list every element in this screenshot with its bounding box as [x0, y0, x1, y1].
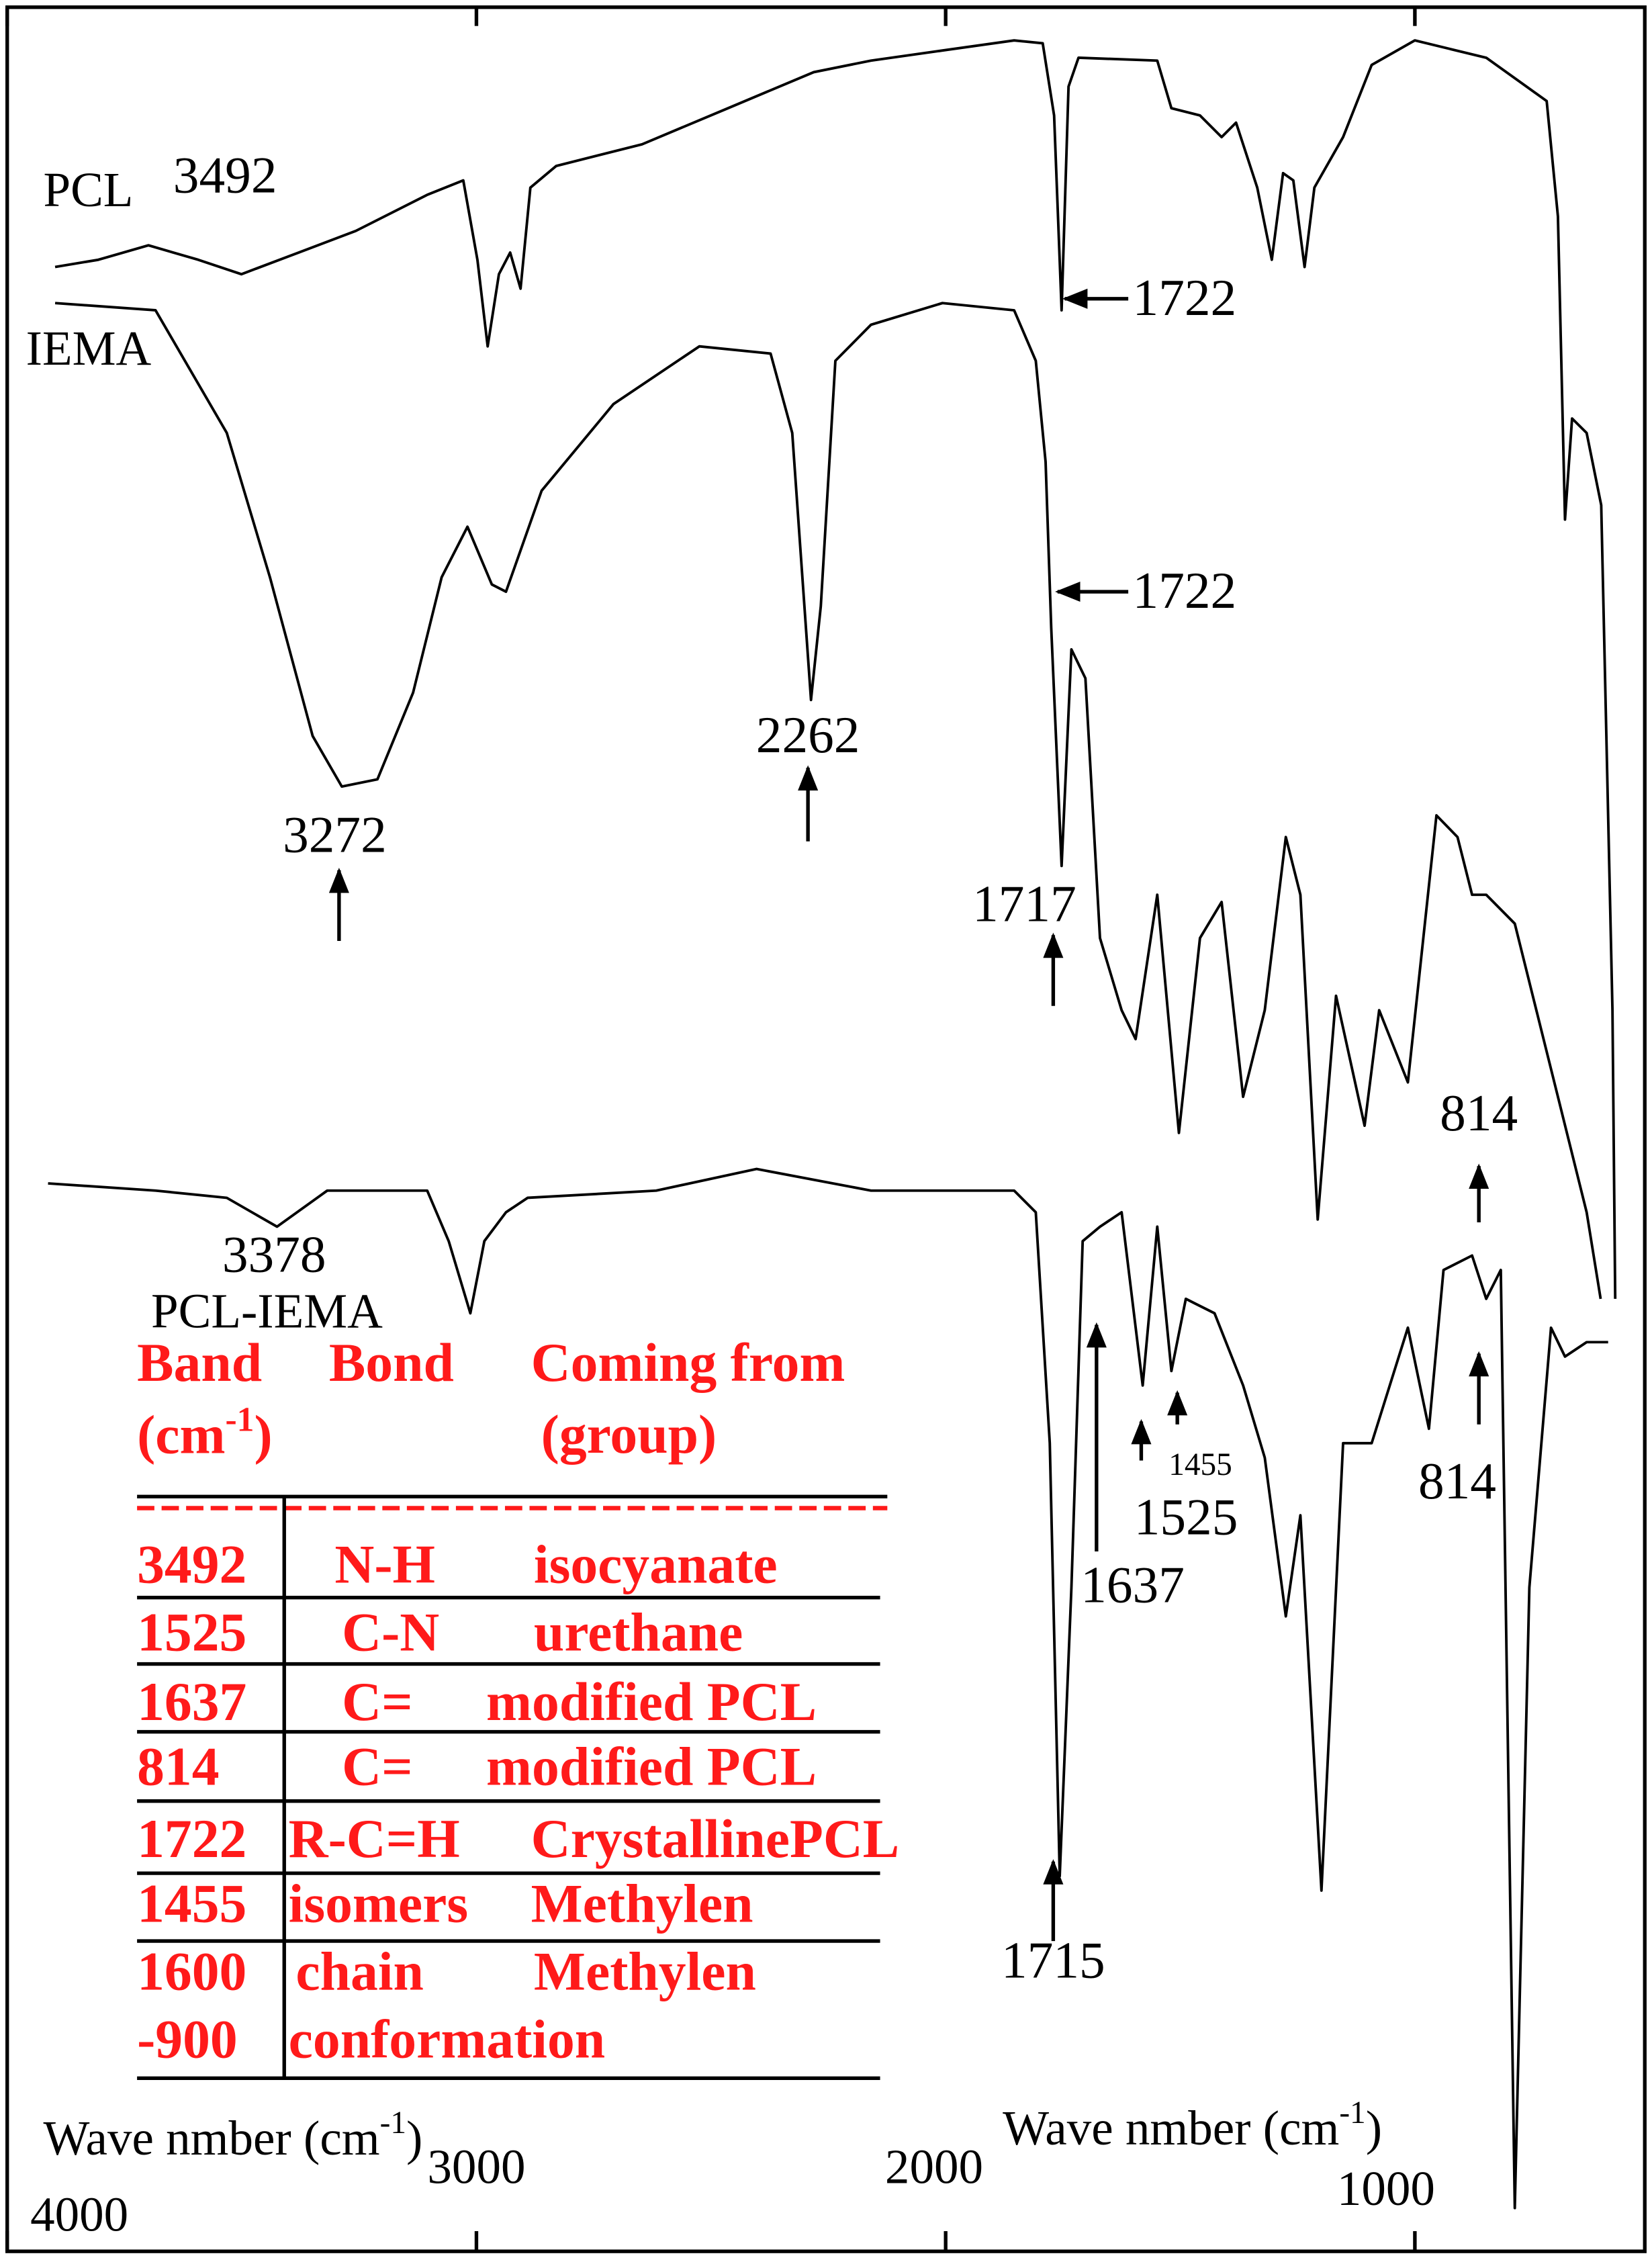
series-label: PCL-IEMA: [151, 1283, 383, 1338]
table-cell: modified PCL: [486, 1735, 817, 1797]
table-cell: conformation: [289, 2009, 606, 2070]
table-cell: C=: [342, 1735, 412, 1797]
x-tick-label: 4000: [30, 2187, 128, 2242]
spectrum-line: [48, 1167, 1608, 2210]
x-tick-label: 1000: [1337, 2161, 1435, 2216]
table-cell: -900: [137, 2009, 238, 2070]
table-header: Band (cm-1) Bond Coming from (group): [137, 1332, 845, 1465]
annotation: 814: [1440, 1084, 1518, 1142]
header-band: Band: [137, 1332, 262, 1393]
x-tick-label: 3000: [427, 2140, 525, 2194]
table-cell: 1722: [137, 1808, 246, 1869]
x-tick-label: 2000: [885, 2140, 983, 2194]
annotation: 1717: [972, 874, 1076, 932]
label-text: Wave nmber (cm: [43, 2111, 379, 2165]
x-axis-label: Wave nmber (cm-1): [1003, 2095, 1382, 2155]
label-text: Wave nmber (cm: [1003, 2101, 1339, 2155]
series-label: IEMA: [26, 321, 152, 375]
x-axis-label: Wave nmber (cm-1): [43, 2106, 422, 2165]
table-cell: 1455: [137, 1873, 246, 1934]
spectrum-line: [54, 302, 1602, 1300]
table-cell: 814: [137, 1735, 219, 1797]
label-sup: -1: [380, 2106, 406, 2140]
label-close: ): [406, 2111, 422, 2165]
table-cell: CrystallinePCL: [531, 1808, 900, 1869]
table-cell: isomers: [289, 1873, 468, 1934]
table-cell: 3492: [137, 1534, 246, 1595]
table-cell: chain: [295, 1941, 424, 2002]
table-cell: Methylen: [531, 1873, 753, 1934]
table-cell: R-C=H: [289, 1808, 460, 1869]
annotation: 1525: [1134, 1488, 1238, 1546]
annotation: 2262: [756, 706, 860, 764]
header-source: Coming from: [531, 1332, 845, 1393]
table-cell: 1637: [137, 1671, 246, 1732]
table-cell: Methylen: [534, 1941, 756, 2002]
header-source-group: (group): [541, 1404, 717, 1465]
annotation: 3272: [283, 805, 387, 863]
table-cell: C-N: [342, 1602, 439, 1663]
annotation: 1722: [1133, 269, 1237, 326]
unit-sup: -1: [226, 1401, 255, 1439]
header-bond: Bond: [329, 1332, 454, 1393]
label-sup: -1: [1339, 2095, 1365, 2130]
table-cell: isocyanate: [534, 1534, 778, 1595]
annotation: 1722: [1133, 561, 1237, 619]
annotation: 814: [1418, 1452, 1496, 1510]
series-label: PCL: [43, 163, 133, 217]
table-cell: 1600: [137, 1941, 246, 2002]
spectrum-line: [54, 39, 1617, 1299]
header-band-unit: (cm-1): [137, 1401, 273, 1465]
label-close: ): [1366, 2101, 1382, 2155]
table-cell: urethane: [534, 1602, 743, 1663]
table-cell: modified PCL: [486, 1671, 817, 1732]
table-cell: N-H: [334, 1534, 435, 1595]
unit-close: ): [254, 1404, 272, 1465]
annotation: 3378: [222, 1226, 326, 1283]
annotation: 1637: [1081, 1556, 1185, 1614]
annotation: 1455: [1168, 1447, 1232, 1482]
table-cell: 1525: [137, 1602, 246, 1663]
table-cell: C=: [342, 1671, 412, 1732]
annotation: 3492: [173, 146, 277, 204]
frame: [5, 5, 1647, 2253]
unit: (cm: [137, 1404, 225, 1465]
